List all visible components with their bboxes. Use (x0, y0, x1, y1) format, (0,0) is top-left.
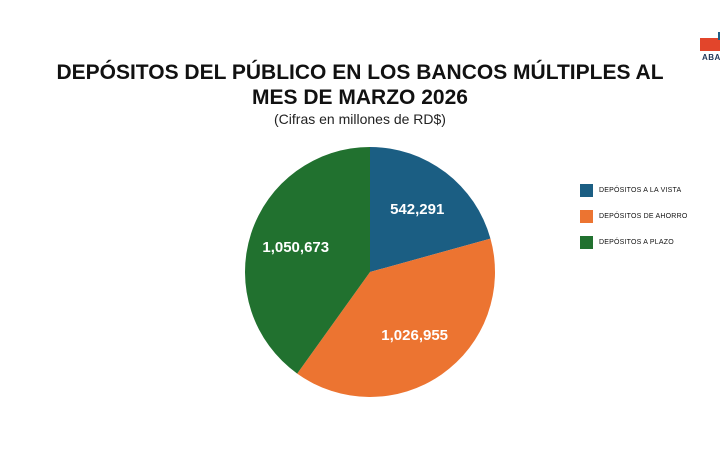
legend-label: DEPÓSITOS A LA VISTA (599, 187, 682, 194)
chart-title-line-2: MES DE MARZO 2026 (252, 86, 468, 109)
chart-subtitle: (Cifras en millones de RD$) (274, 111, 446, 127)
pie-slice-3 (244, 147, 370, 374)
chart-title: DEPÓSITOS DEL PÚBLICO EN LOS BANCOS MÚLT… (40, 60, 680, 110)
legend-item-3: DEPÓSITOS A PLAZO (580, 236, 687, 249)
logo-mark (700, 38, 720, 51)
legend-label: DEPÓSITOS DE AHORRO (599, 213, 688, 220)
legend-item-2: DEPÓSITOS DE AHORRO (580, 210, 687, 223)
aba-logo: ABA (700, 32, 720, 62)
logo-bar (718, 32, 720, 40)
slice-value-label-2: 1,026,955 (381, 327, 448, 344)
chart-title-line-1: DEPÓSITOS DEL PÚBLICO EN LOS BANCOS MÚLT… (56, 61, 664, 84)
legend-label: DEPÓSITOS A PLAZO (599, 239, 674, 246)
slice-value-label-3: 1,050,673 (262, 239, 329, 256)
legend-swatch (580, 210, 593, 223)
logo-text: ABA (702, 53, 720, 62)
legend-swatch (580, 184, 593, 197)
slice-value-label-1: 542,291 (390, 201, 444, 218)
pie-slice-2 (297, 238, 495, 398)
legend-swatch (580, 236, 593, 249)
legend: DEPÓSITOS A LA VISTA DEPÓSITOS DE AHORRO D… (580, 184, 687, 262)
legend-item-1: DEPÓSITOS A LA VISTA (580, 184, 687, 197)
pie-slice-1 (370, 147, 491, 272)
